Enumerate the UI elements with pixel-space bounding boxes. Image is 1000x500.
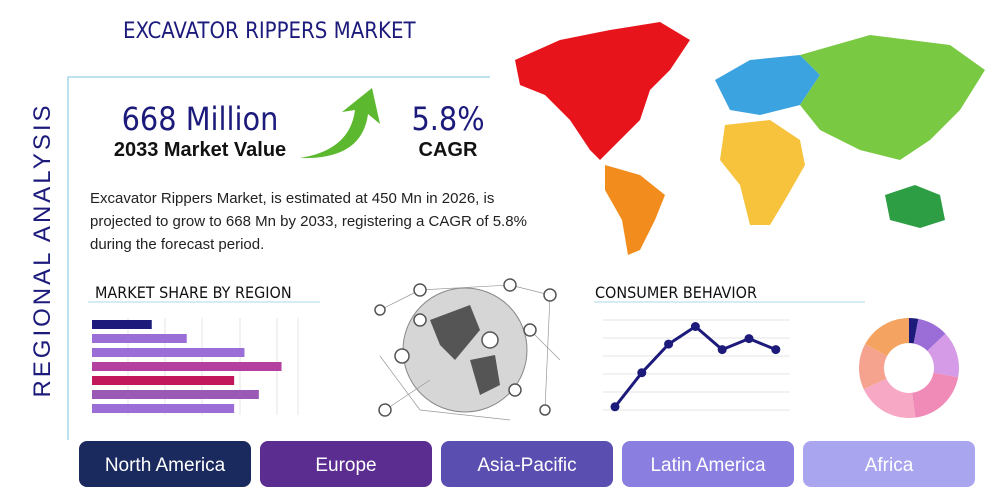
region-button[interactable] [803, 441, 975, 487]
market-value-label: 2033 Market Value [114, 139, 286, 161]
description: projected to grow to 668 Mn by 2033, reg… [90, 213, 527, 230]
donut-segment [909, 318, 919, 344]
side-label: REGIONAL ANALYSIS [29, 102, 56, 397]
description: Excavator Rippers Market, is estimated a… [90, 190, 494, 207]
bar [92, 320, 152, 329]
bar [92, 376, 235, 385]
region-label[interactable]: North America [105, 455, 226, 476]
region-label[interactable]: Africa [865, 455, 914, 476]
bar [92, 348, 245, 357]
market-value: 668 Million [122, 100, 279, 138]
region-button[interactable] [260, 441, 432, 487]
point [771, 345, 781, 355]
point [664, 339, 674, 349]
title: EXCAVATOR RIPPERS MARKET [123, 19, 416, 44]
donut-segment [863, 378, 916, 418]
region-label[interactable]: Asia-Pacific [477, 455, 576, 476]
cagr: 5.8% [411, 100, 484, 138]
bar [92, 390, 259, 399]
globe-network [374, 278, 561, 421]
chart-title: MARKET SHARE BY REGION [95, 283, 292, 302]
chart-title: CONSUMER BEHAVIOR [595, 283, 757, 302]
world-map [515, 22, 985, 255]
description: during the forecast period. [90, 236, 264, 253]
point [610, 402, 620, 412]
region-button[interactable] [441, 441, 613, 487]
bar [92, 334, 187, 343]
donut-segment [858, 343, 888, 390]
point [717, 345, 727, 355]
frame [67, 76, 490, 440]
region-button[interactable] [79, 441, 251, 487]
region-label[interactable]: Europe [315, 455, 376, 476]
donut-segment [865, 317, 909, 356]
donut-segment [912, 372, 959, 418]
bar [92, 362, 282, 371]
cagr-label: CAGR [419, 139, 478, 161]
bar [92, 404, 235, 413]
region-label[interactable]: Latin America [650, 455, 766, 476]
point [637, 368, 647, 378]
growth-arrow [300, 88, 380, 159]
point [744, 334, 754, 344]
region-button[interactable] [622, 441, 794, 487]
donut-segment [913, 318, 946, 351]
point [690, 322, 700, 331]
donut-segment [927, 333, 960, 378]
